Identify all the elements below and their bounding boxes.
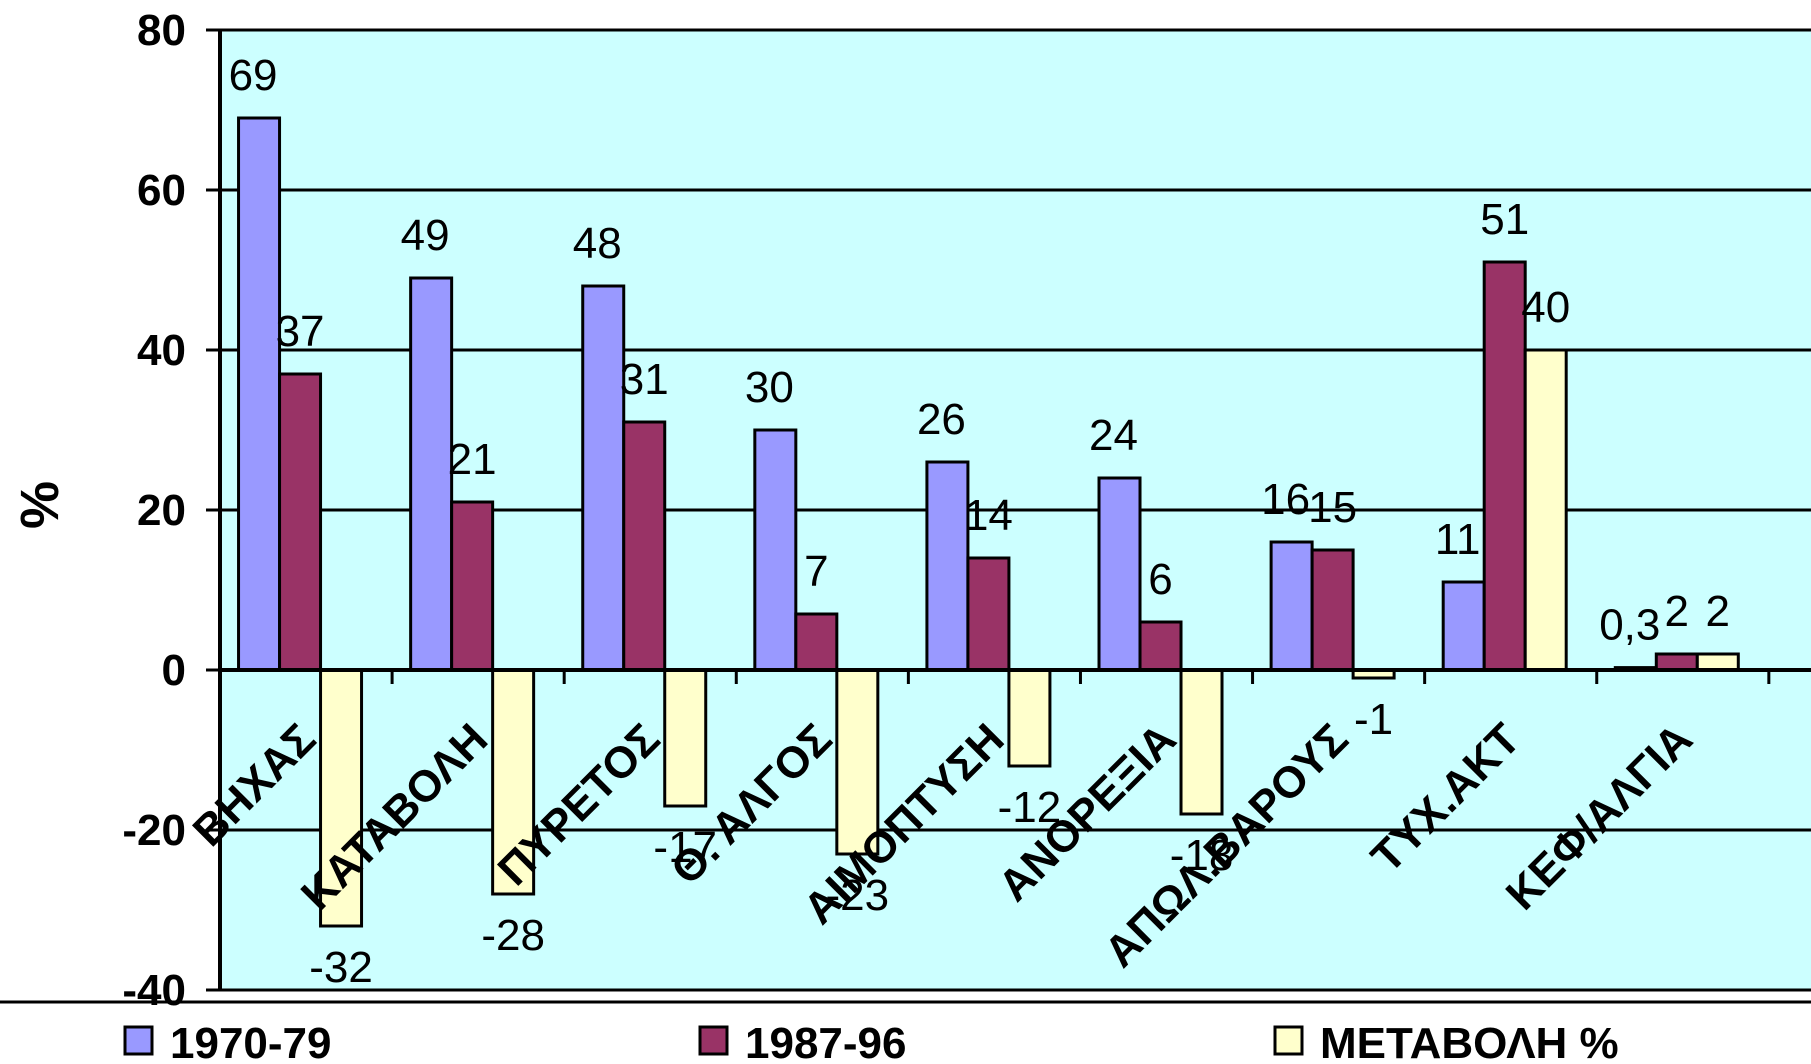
data-label: -1 <box>1354 695 1393 744</box>
bar <box>925 460 970 672</box>
bar <box>1269 540 1314 672</box>
bar <box>1441 580 1486 672</box>
data-labels: 69 49 48 30 26 24 16 11 0,3 37 21 31 7 14 6 15 51 2 -32 -28… <box>229 51 1730 992</box>
bar <box>1007 668 1052 768</box>
data-label: -17 <box>653 823 717 872</box>
data-label: 30 <box>745 363 794 412</box>
data-label: 15 <box>1308 483 1357 532</box>
bar <box>1138 620 1183 672</box>
bar <box>1654 652 1699 672</box>
data-label: 11 <box>1435 515 1481 564</box>
data-label: 26 <box>917 395 966 444</box>
y-tick-label: 40 <box>137 326 186 375</box>
bar <box>450 500 495 672</box>
legend-label: 1987-96 <box>745 1019 906 1064</box>
bar <box>1310 548 1355 672</box>
y-tick-label: 80 <box>137 6 186 55</box>
bar <box>491 668 536 896</box>
bar <box>1482 260 1527 672</box>
bar <box>966 556 1011 672</box>
data-label: 49 <box>401 211 450 260</box>
bar <box>835 668 880 856</box>
data-label: -23 <box>826 871 890 920</box>
data-label: 48 <box>573 219 622 268</box>
legend-swatch <box>1273 1025 1304 1056</box>
y-tick-label: -20 <box>122 806 186 855</box>
legend-label: ΜΕΤΑΒΟΛΗ % <box>1320 1019 1619 1064</box>
data-label: 40 <box>1521 283 1570 332</box>
bars <box>237 116 1740 928</box>
legend-swatch <box>698 1025 729 1056</box>
legend-swatch <box>123 1025 154 1056</box>
y-axis-label: % <box>10 481 70 529</box>
y-tick-label: 0 <box>162 646 186 695</box>
bar <box>319 668 364 928</box>
legend-label: 1970-79 <box>170 1019 331 1064</box>
bar <box>794 612 839 672</box>
data-label: 6 <box>1148 555 1172 604</box>
bar <box>581 284 626 672</box>
y-tick-label: 60 <box>137 166 186 215</box>
bar <box>622 420 667 672</box>
bar <box>753 428 798 672</box>
data-label: 31 <box>620 355 669 404</box>
axes <box>206 28 1811 992</box>
bar <box>1523 348 1568 672</box>
bar <box>1179 668 1224 816</box>
data-label: 7 <box>804 547 828 596</box>
bar <box>409 276 454 672</box>
data-label: -18 <box>1170 831 1234 880</box>
data-label: 24 <box>1089 411 1138 460</box>
data-label: 37 <box>276 307 325 356</box>
data-label: 0,3 <box>1599 601 1660 650</box>
data-label: 21 <box>448 435 497 484</box>
data-label: -32 <box>309 943 373 992</box>
bar <box>237 116 282 672</box>
data-label: 2 <box>1706 587 1730 636</box>
y-tick-label: 20 <box>137 486 186 535</box>
bar <box>663 668 708 808</box>
bar <box>278 372 323 672</box>
legend: 1970-79 1987-96 ΜΕΤΑΒΟΛΗ % <box>0 1000 1811 1064</box>
y-tick-labels: -40 -20 0 20 40 60 80 <box>122 6 186 1015</box>
data-label: 69 <box>229 51 278 100</box>
bar <box>1695 652 1740 672</box>
data-label: 14 <box>964 491 1013 540</box>
data-label: 51 <box>1480 195 1529 244</box>
data-label: -12 <box>998 783 1062 832</box>
data-label: 2 <box>1665 587 1689 636</box>
y-tick-label: -40 <box>122 966 186 1015</box>
bar <box>1097 476 1142 672</box>
data-label: -28 <box>481 911 545 960</box>
data-label: 16 <box>1261 475 1310 524</box>
